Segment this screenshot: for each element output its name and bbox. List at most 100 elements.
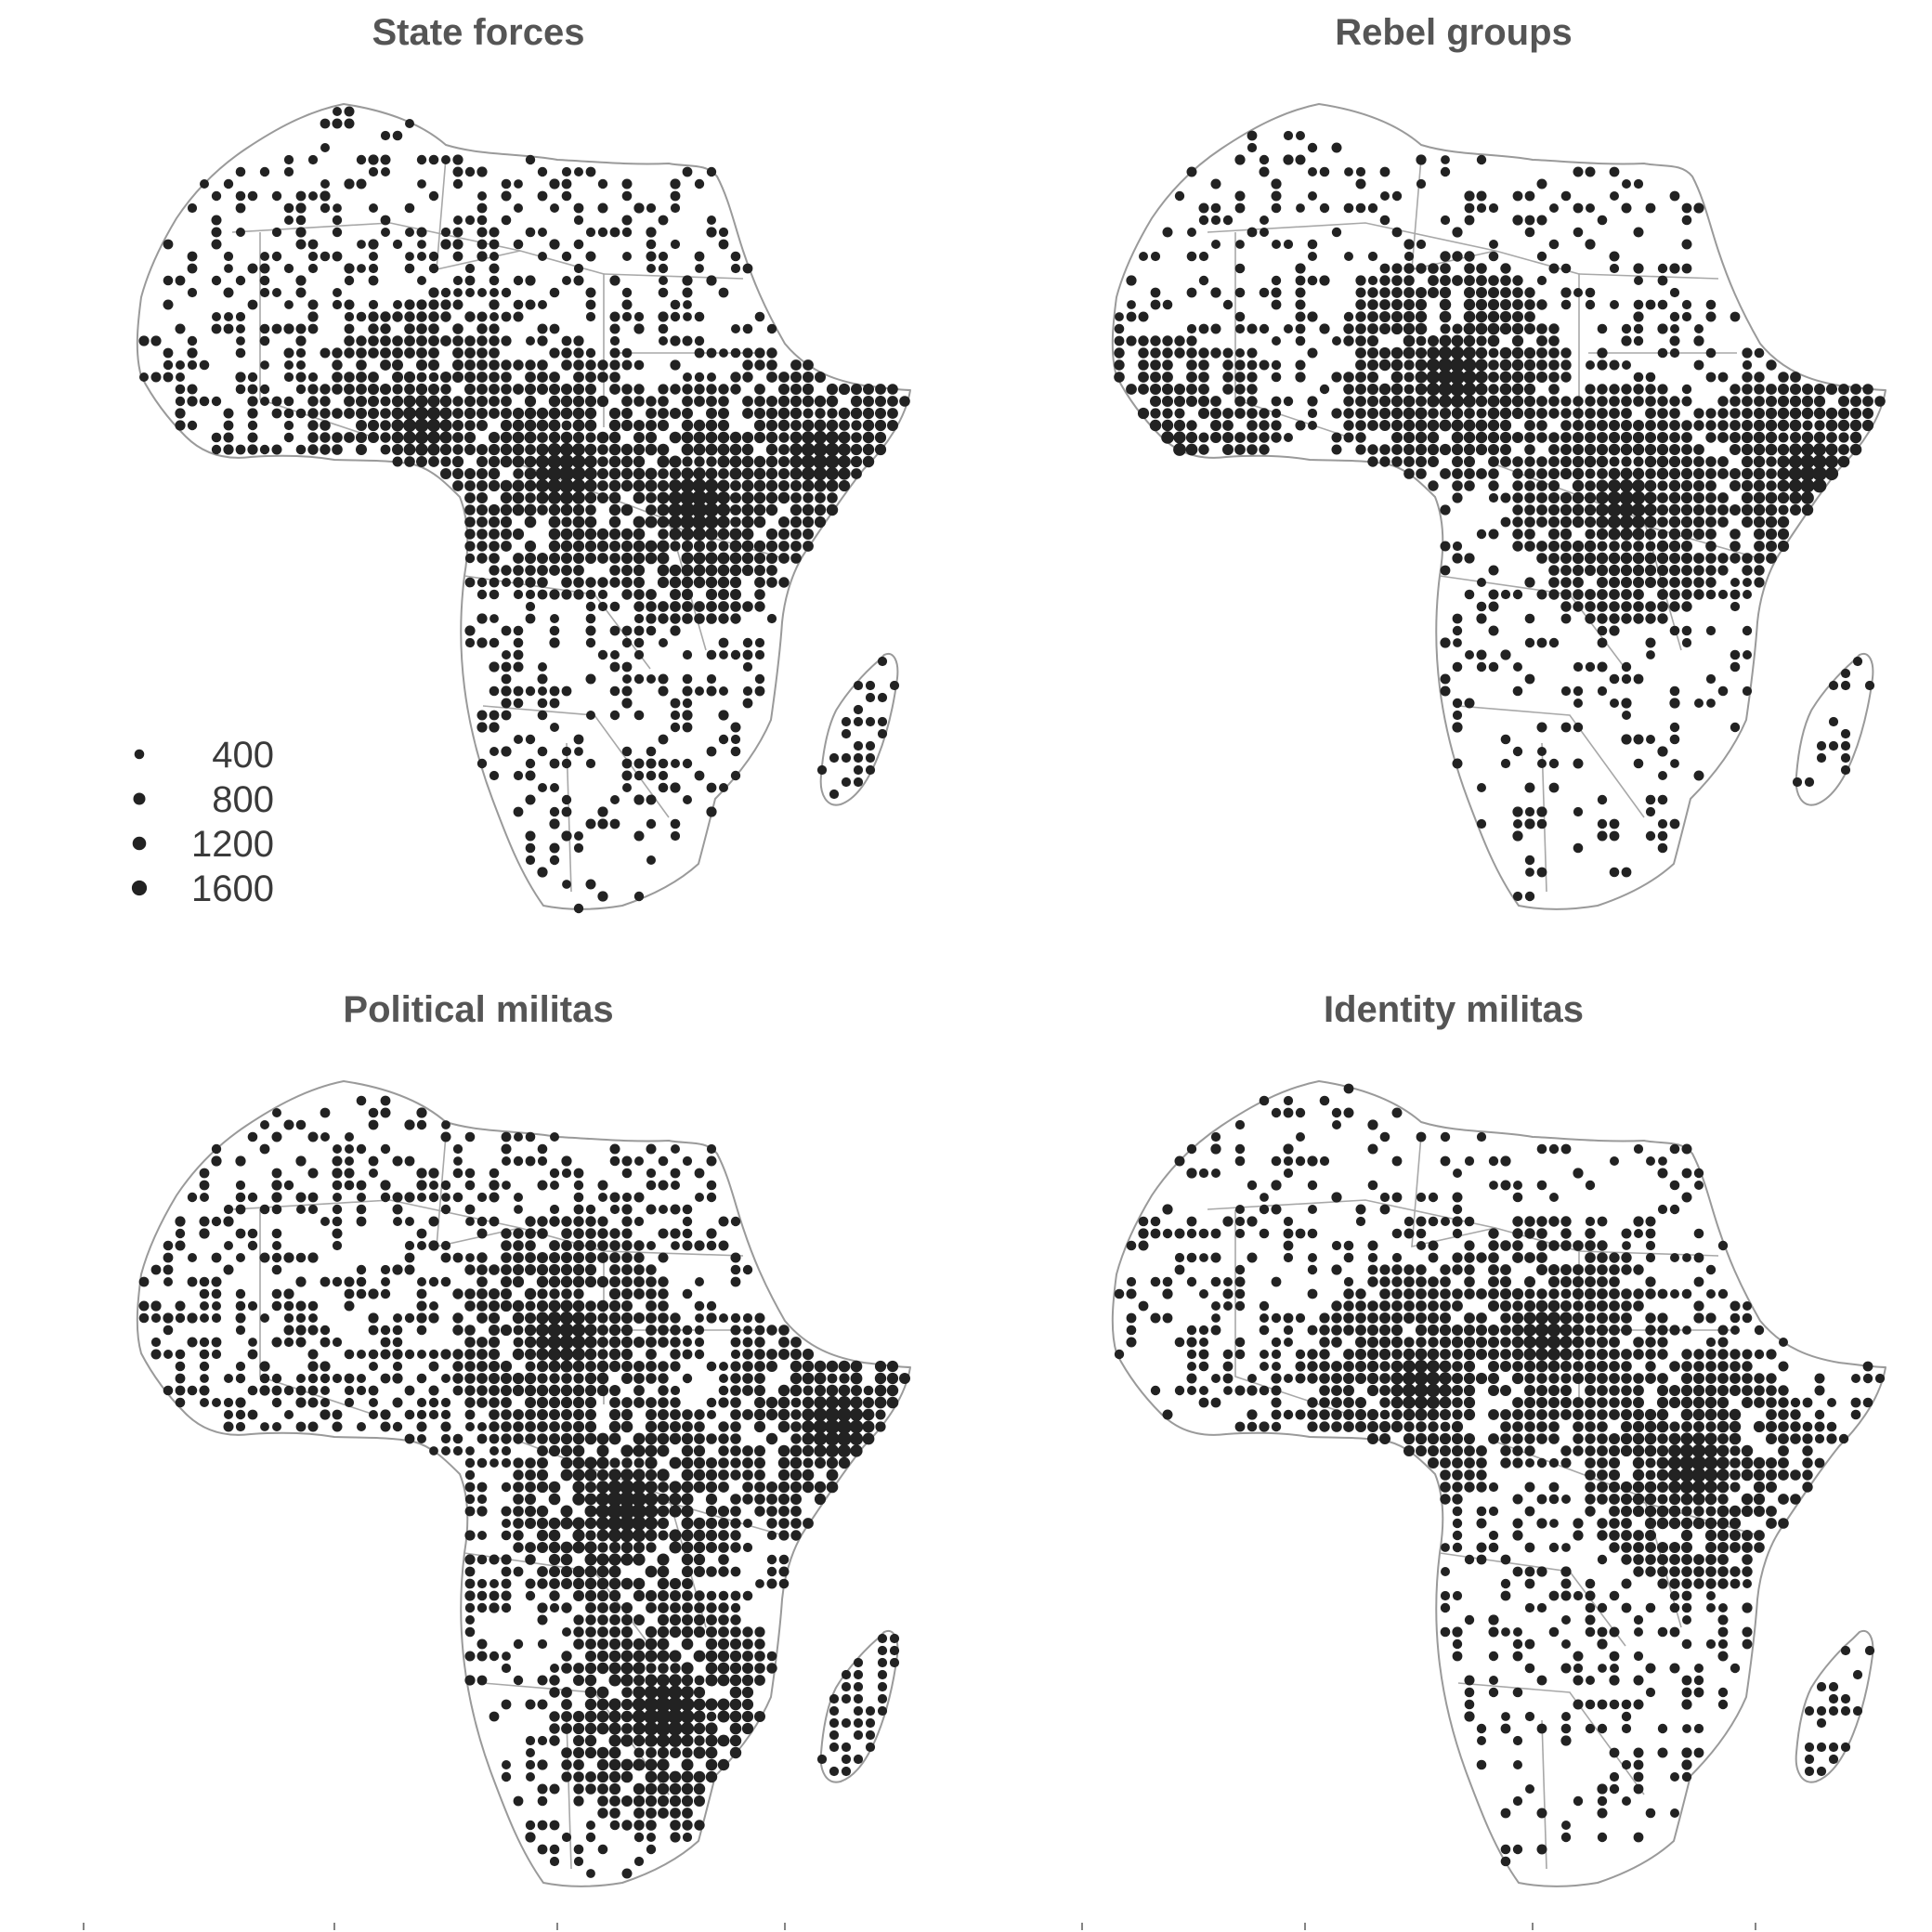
event-dot <box>1681 565 1692 576</box>
event-dot <box>1824 466 1839 481</box>
event-dot <box>1585 529 1596 540</box>
event-dot <box>307 1325 319 1336</box>
event-dot <box>1548 529 1560 540</box>
event-dot <box>1645 601 1656 612</box>
event-dot <box>1549 1193 1559 1202</box>
event-dot <box>307 1349 319 1360</box>
event-dot <box>608 1565 621 1578</box>
event-dot <box>536 491 549 504</box>
event-dot <box>1307 1373 1318 1384</box>
event-dot <box>1283 1216 1294 1227</box>
event-dot <box>693 1782 706 1795</box>
event-dot <box>1741 1505 1754 1518</box>
event-dot <box>1730 1300 1741 1312</box>
event-dot <box>814 479 827 492</box>
event-dot <box>332 384 343 395</box>
event-dot <box>1657 480 1668 491</box>
event-dot <box>718 1216 729 1227</box>
event-dot <box>1186 1143 1197 1155</box>
event-dot <box>646 239 657 250</box>
event-dot <box>719 650 728 659</box>
event-dot <box>682 1614 693 1625</box>
event-dot <box>357 1422 366 1431</box>
event-dot <box>802 1432 815 1445</box>
event-dot <box>1524 1638 1535 1650</box>
event-dot <box>1573 1518 1584 1529</box>
event-dot <box>1705 299 1717 310</box>
event-dot <box>1849 431 1862 444</box>
event-dot <box>1826 432 1837 443</box>
event-dot <box>501 1457 512 1469</box>
event-dot <box>1260 228 1269 237</box>
event-dot <box>829 1717 840 1729</box>
event-dot <box>502 1181 511 1190</box>
event-dot <box>307 1204 319 1215</box>
event-dot <box>333 1193 342 1202</box>
event-dot <box>1667 1456 1682 1470</box>
event-dot <box>1450 346 1465 360</box>
event-dot <box>1416 1445 1427 1456</box>
event-dot <box>356 444 367 455</box>
event-dot <box>585 432 596 443</box>
event-dot <box>1162 384 1173 395</box>
event-dot <box>704 503 719 517</box>
event-dot <box>1523 1360 1536 1373</box>
event-dot <box>1598 1664 1607 1673</box>
event-dot <box>1463 1360 1476 1373</box>
event-dot <box>562 276 571 285</box>
event-dot <box>573 1663 584 1674</box>
event-dot <box>525 359 536 371</box>
event-dot <box>548 1396 561 1409</box>
event-dot <box>730 251 741 262</box>
event-dot <box>1812 478 1827 493</box>
event-dot <box>187 251 198 262</box>
event-dot <box>1126 1312 1137 1324</box>
event-dot <box>669 1481 682 1494</box>
event-dot <box>1452 758 1463 769</box>
event-dot <box>1633 323 1644 334</box>
event-dot <box>1173 419 1186 432</box>
event-dot <box>1668 479 1681 492</box>
event-dot <box>283 202 294 214</box>
event-dot <box>585 1651 596 1662</box>
event-dot <box>476 637 488 648</box>
event-dot <box>1234 1155 1246 1167</box>
event-dot <box>320 190 331 202</box>
event-dot <box>1644 1481 1657 1494</box>
event-dot <box>1536 722 1547 733</box>
event-dot <box>1536 1457 1547 1469</box>
event-dot <box>368 335 379 346</box>
event-dot <box>561 1771 572 1782</box>
event-dot <box>1585 239 1596 250</box>
event-dot <box>489 1651 500 1662</box>
event-dot <box>1416 347 1427 359</box>
event-dot <box>1343 1288 1354 1299</box>
event-dot <box>1548 589 1560 600</box>
event-dot <box>1222 1361 1234 1372</box>
event-dot <box>1319 1373 1330 1384</box>
event-dot <box>549 1421 560 1432</box>
event-dot <box>1669 1325 1680 1336</box>
event-dot <box>1367 1143 1378 1155</box>
event-dot <box>416 347 427 359</box>
event-dot <box>718 734 729 745</box>
event-dot <box>717 1758 730 1771</box>
event-dot <box>1488 1433 1499 1444</box>
event-dot <box>525 372 536 383</box>
event-dot <box>295 1119 307 1130</box>
event-dot <box>1488 287 1499 298</box>
event-dot <box>1162 408 1173 419</box>
event-dot <box>877 1645 888 1656</box>
event-dot <box>719 1313 728 1323</box>
event-dot <box>621 1288 633 1299</box>
event-dot <box>1427 346 1440 359</box>
event-dot <box>501 673 512 685</box>
event-dot <box>1512 1240 1523 1251</box>
event-dot <box>1631 490 1646 505</box>
event-dot <box>1633 396 1644 407</box>
event-dot <box>706 1614 717 1625</box>
event-dot <box>1500 1421 1511 1432</box>
event-dot <box>694 613 705 624</box>
event-dot <box>681 1782 694 1795</box>
event-dot <box>887 384 898 395</box>
